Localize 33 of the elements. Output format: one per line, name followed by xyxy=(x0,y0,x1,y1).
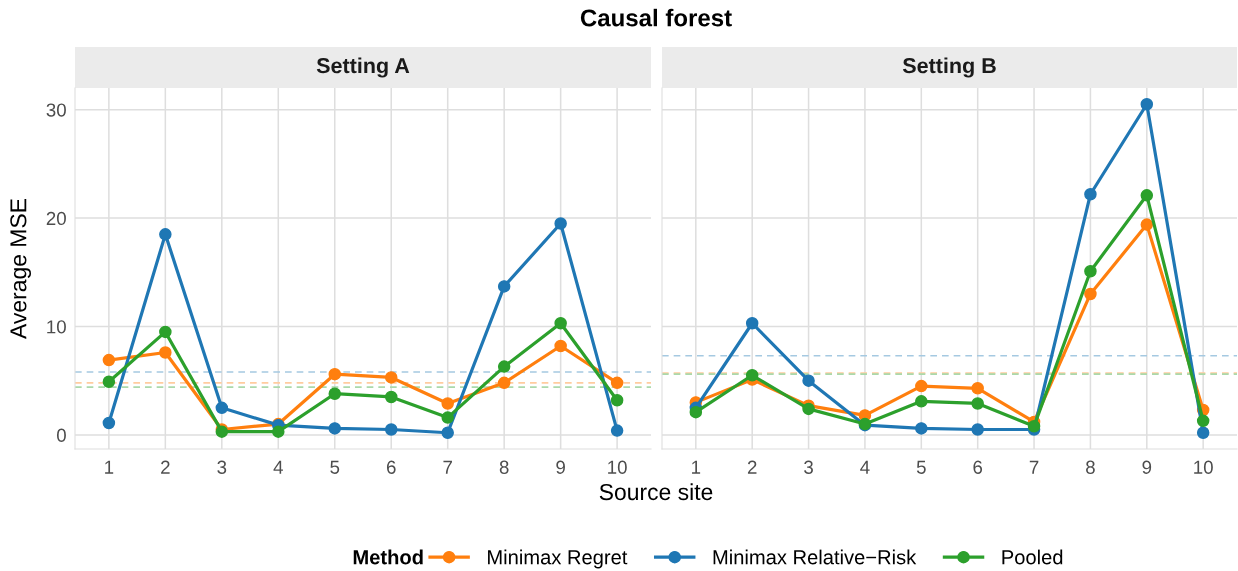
x-tick-label: 10 xyxy=(608,460,627,474)
chart-title: Setting B xyxy=(902,57,996,78)
x-tick-label: 6 xyxy=(386,460,396,474)
x-axis-title: Source site xyxy=(599,483,713,501)
y-axis-title: Average MSE xyxy=(10,198,31,339)
x-tick-label: 7 xyxy=(1029,460,1039,474)
x-tick-label: 2 xyxy=(747,460,757,474)
x-tick-label: 2 xyxy=(161,460,170,474)
y-tick-label: 10 xyxy=(47,320,66,334)
x-tick-label: 9 xyxy=(1142,460,1152,474)
legend-label: Minimax Regret xyxy=(488,549,628,569)
x-tick-label: 3 xyxy=(217,460,227,474)
x-tick-label: 3 xyxy=(804,460,813,474)
y-tick-label: 0 xyxy=(56,428,66,442)
y-tick-label: 20 xyxy=(46,211,66,226)
x-tick-label: 8 xyxy=(499,460,509,474)
x-tick-label: 10 xyxy=(1194,460,1213,474)
x-tick-label: 1 xyxy=(105,460,114,474)
y-tick-label: 30 xyxy=(46,103,66,117)
x-tick-label: 4 xyxy=(273,460,283,474)
x-tick-label: 6 xyxy=(973,460,983,474)
legend-label: Pooled xyxy=(1002,549,1063,565)
chart-title: Setting A xyxy=(316,57,410,78)
x-tick-label: 1 xyxy=(692,460,701,474)
x-tick-label: 5 xyxy=(916,460,926,474)
x-tick-label: 5 xyxy=(330,460,340,474)
legend-title: Method xyxy=(353,549,423,565)
legend-label: Minimax Relative−Risk xyxy=(713,549,917,565)
x-tick-label: 9 xyxy=(556,460,565,474)
x-tick-label: 4 xyxy=(860,460,870,474)
x-tick-label: 8 xyxy=(1086,460,1095,474)
x-tick-label: 7 xyxy=(443,460,452,474)
text: Causal forest xyxy=(580,8,732,27)
